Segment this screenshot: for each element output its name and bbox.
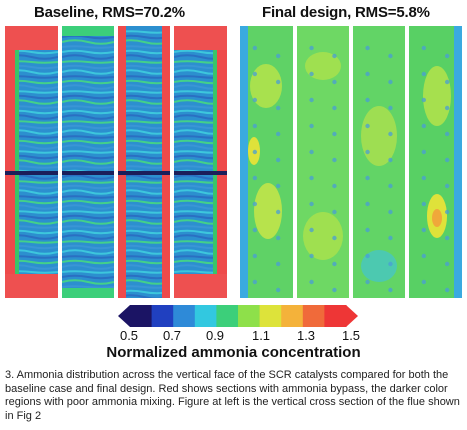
colorbar-high-tip (346, 305, 358, 327)
baseline-column-4 (174, 26, 227, 298)
colorbar-cell (324, 305, 347, 327)
figure-caption: 3. Ammonia distribution across the verti… (5, 369, 460, 422)
baseline-column-1 (5, 26, 58, 298)
colorbar-tick: 0.7 (162, 328, 182, 343)
baseline-title: Baseline, RMS=70.2% (34, 4, 185, 21)
colorbar-tick: 0.5 (119, 328, 139, 343)
colorbar-tick: 1.3 (296, 328, 316, 343)
colorbar-cell (130, 305, 153, 327)
colorbar-cell (151, 305, 174, 327)
colorbar-cell (173, 305, 196, 327)
baseline-column-3 (118, 26, 170, 298)
colorbar-tick: 0.9 (205, 328, 225, 343)
colorbar-tick: 1.1 (251, 328, 271, 343)
final-design-title: Final design, RMS=5.8% (262, 4, 430, 21)
colorbar-low-tip (118, 305, 130, 327)
colorbar-label: Normalized ammonia concentration (106, 344, 361, 361)
final-column-2 (297, 26, 349, 298)
colorbar (118, 305, 358, 327)
colorbar-cell (194, 305, 217, 327)
colorbar-cell (281, 305, 304, 327)
baseline-column-2 (62, 26, 114, 298)
colorbar-cell (216, 305, 239, 327)
final-column-4 (409, 26, 462, 298)
final-column-1 (240, 26, 293, 298)
colorbar-cell (238, 305, 261, 327)
colorbar-cell (259, 305, 282, 327)
final-column-3 (353, 26, 405, 298)
colorbar-cell (302, 305, 325, 327)
colorbar-tick: 1.5 (341, 328, 361, 343)
